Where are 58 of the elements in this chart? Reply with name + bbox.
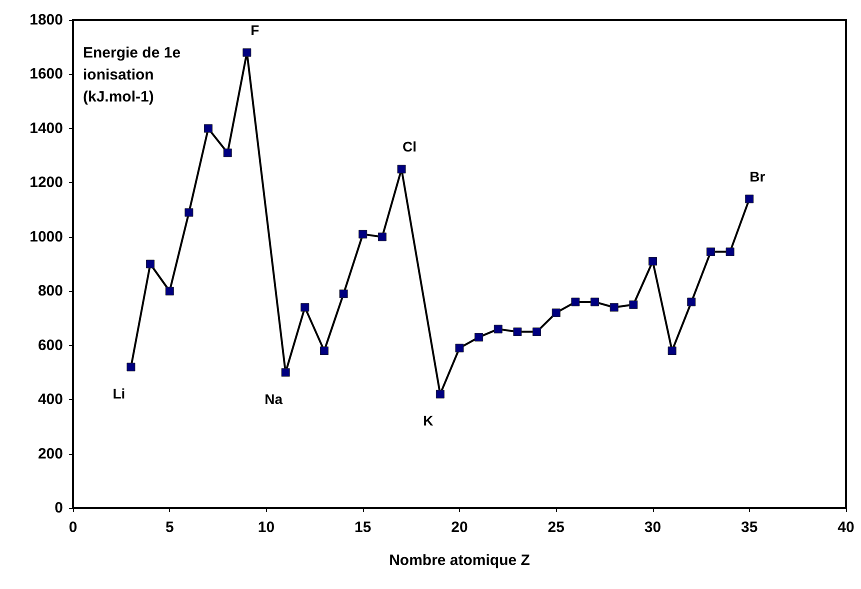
annotation: K [423, 412, 434, 429]
point [532, 328, 542, 336]
y-tick-label: 0 [54, 500, 63, 516]
point [590, 298, 600, 306]
y-tick-label: 1200 [30, 174, 63, 192]
y-tick-label: 1400 [30, 120, 63, 137]
x-axis-title: Nombre atomique Z [389, 552, 530, 569]
point [397, 164, 406, 174]
point [629, 300, 638, 309]
y-tick-label: 400 [38, 391, 63, 408]
y-tick-label: 1600 [30, 66, 63, 83]
point [204, 124, 213, 133]
point [300, 303, 310, 312]
point [223, 148, 232, 158]
point [184, 208, 194, 217]
point [513, 328, 522, 336]
point [339, 290, 348, 298]
y-tick-label: 800 [38, 282, 63, 300]
annotation: Li [112, 386, 126, 402]
point [146, 260, 155, 268]
point [242, 48, 252, 57]
point [474, 332, 484, 342]
point [358, 230, 368, 238]
point [165, 286, 174, 296]
y-tick-label: 1000 [30, 228, 63, 246]
point [126, 362, 136, 372]
point [281, 368, 290, 377]
x-tick-label: 30 [644, 519, 662, 536]
x-tick-label: 0 [68, 519, 78, 536]
point [455, 344, 464, 352]
annotation: Na [264, 390, 283, 407]
x-tick-label: 10 [258, 519, 275, 536]
x-tick-label: 20 [451, 519, 468, 536]
annotation: F [250, 22, 260, 38]
y-tick-label: 200 [38, 445, 63, 462]
y-axis-title: Energie de 1e ionisation (kJ.mol-1) [83, 44, 185, 106]
y-tick-label: 1800 [30, 12, 63, 28]
point [668, 346, 676, 356]
annotation: Br [750, 168, 766, 184]
point [610, 303, 618, 312]
annotation: Cl [402, 138, 417, 155]
point [648, 257, 657, 266]
point [378, 232, 386, 242]
point [745, 194, 754, 204]
x-tick-label: 5 [165, 519, 174, 536]
point [726, 248, 734, 256]
point [436, 390, 444, 398]
y-tick-label: 600 [38, 336, 63, 354]
x-tick-label: 15 [354, 519, 372, 536]
point [320, 346, 328, 356]
x-tick-label: 25 [548, 519, 564, 536]
point [494, 324, 502, 334]
x-tick-label: 40 [838, 519, 854, 536]
point [706, 248, 715, 256]
x-tick-label: 35 [741, 519, 758, 536]
point [571, 298, 580, 306]
point [552, 308, 560, 318]
point [687, 298, 696, 306]
